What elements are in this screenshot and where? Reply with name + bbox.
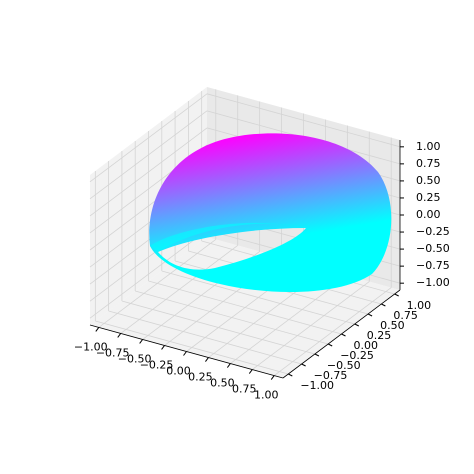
tick-mark [394,293,399,297]
y-tick-label: 0.50 [380,319,405,332]
grid-line [89,93,208,183]
tick-mark [288,373,293,377]
grid-line [161,270,355,325]
x-tick-label: 0.50 [210,377,235,390]
grid-line [89,127,208,217]
grid-line [89,110,208,200]
x-tick-label: −1.00 [74,340,108,353]
grid-line [89,229,208,319]
x-tick-label: −0.50 [118,352,152,365]
grid-line [148,280,342,335]
grid-line [95,320,289,375]
y-tick-label: 0.00 [354,339,379,352]
tick-mark [381,303,386,307]
x-tick-label: −0.75 [96,346,130,359]
tick-mark [161,345,165,350]
surface-inner [150,222,306,252]
y-tick-label: −0.75 [314,369,348,382]
tick-mark [139,339,144,344]
tick-mark [270,375,275,380]
tick-mark [248,369,253,374]
tick-mark [327,343,333,347]
tick-mark [205,357,209,362]
grid-line [108,310,302,365]
z-tick-label: −1.00 [416,276,450,289]
x-tick-label: 1.00 [254,389,279,402]
tick-mark [367,313,373,317]
z-tick-label: −0.25 [416,225,450,238]
y-tick-label: −0.50 [327,359,361,372]
tick-mark [314,353,320,357]
y-tick-label: 0.75 [393,309,418,322]
x-tick-label: 0.75 [232,383,257,396]
z-tick-label: −0.50 [416,242,450,255]
z-tick-label: 0.25 [416,191,441,204]
x-tick-label: −0.25 [140,358,174,371]
grid-line [135,290,329,345]
x-tick-label: 0.00 [166,365,191,378]
tick-mark [95,327,100,332]
surface [149,133,392,293]
tick-mark [226,363,231,368]
y-tick-label: −1.00 [300,379,334,392]
surface-band [149,133,392,293]
y-tick-label: 0.25 [367,329,392,342]
axis-line [282,289,401,379]
x-tick-label: 0.25 [188,371,213,384]
z-tick-label: −0.75 [416,259,450,272]
tick-mark [301,363,306,367]
labels: −1.00−0.75−0.50−0.250.000.250.500.751.00… [74,140,450,402]
z-tick-label: 0.50 [416,174,441,187]
tick-mark [341,333,346,337]
y-tick-label: −0.25 [340,349,374,362]
axis-line [89,324,284,379]
grid-line [121,300,316,355]
grid-line [206,93,401,148]
tick-mark [354,323,360,327]
tick-mark [117,333,122,338]
tick-mark [183,351,187,356]
z-tick-label: 1.00 [416,140,441,153]
z-tick-label: 0.00 [416,208,441,221]
y-tick-label: 1.00 [407,299,432,312]
z-tick-label: 0.75 [416,157,441,170]
